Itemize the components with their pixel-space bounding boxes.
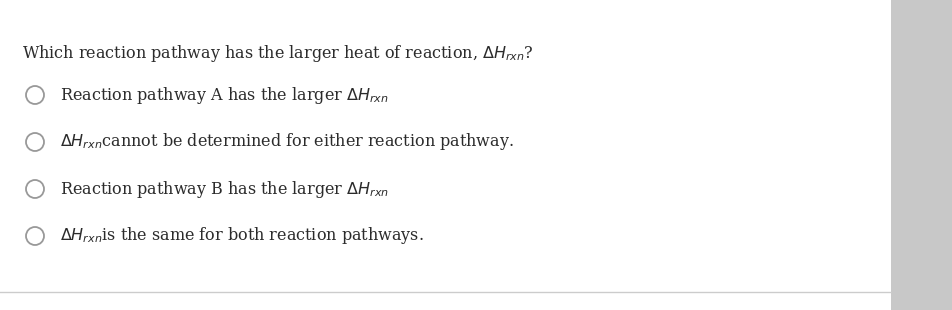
Text: $\Delta H_{rxn}$cannot be determined for either reaction pathway.: $\Delta H_{rxn}$cannot be determined for…: [60, 131, 514, 153]
Text: $\Delta H_{rxn}$is the same for both reaction pathways.: $\Delta H_{rxn}$is the same for both rea…: [60, 225, 424, 246]
Text: Reaction pathway B has the larger $\Delta H_{rxn}$: Reaction pathway B has the larger $\Delt…: [60, 179, 389, 200]
Text: Which reaction pathway has the larger heat of reaction, $\Delta H_{rxn}$?: Which reaction pathway has the larger he…: [22, 43, 534, 64]
Text: Reaction pathway A has the larger $\Delta H_{rxn}$: Reaction pathway A has the larger $\Delt…: [60, 85, 388, 105]
Bar: [891, 0, 952, 310]
